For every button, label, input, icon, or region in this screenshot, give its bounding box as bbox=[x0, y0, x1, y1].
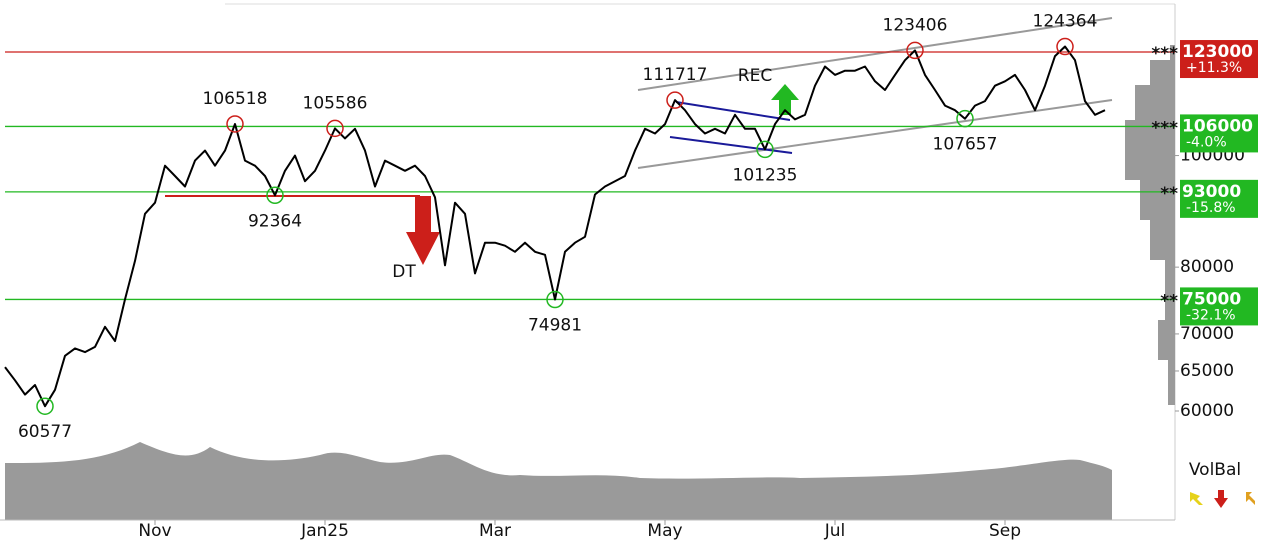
extreme-marker bbox=[756, 140, 774, 159]
level-stars: ** bbox=[1160, 184, 1178, 204]
dt-arrow bbox=[406, 196, 440, 265]
volume-profile bbox=[1125, 45, 1175, 405]
x-tick-label: May bbox=[647, 521, 682, 541]
extreme-marker bbox=[36, 397, 54, 415]
pattern-label: DT bbox=[392, 262, 416, 282]
x-tick-label: Mar bbox=[479, 521, 511, 541]
level-box bbox=[1180, 179, 1258, 218]
indicator-label: VolBal bbox=[1189, 460, 1241, 480]
icon bbox=[1214, 490, 1228, 508]
channel-lower bbox=[637, 99, 1113, 169]
extreme-label: 123406 bbox=[883, 15, 948, 35]
extreme-label: 105586 bbox=[303, 93, 368, 113]
extreme-label: 107657 bbox=[933, 135, 998, 155]
level-box bbox=[1180, 40, 1258, 79]
y-tick-label: 65000 bbox=[1180, 361, 1234, 381]
y-tick-label: 70000 bbox=[1180, 324, 1234, 344]
icon bbox=[1190, 492, 1203, 505]
pattern-label: REC bbox=[738, 66, 772, 86]
y-tick-label: 60000 bbox=[1180, 401, 1234, 421]
rec-arrow bbox=[771, 84, 799, 115]
extreme-marker bbox=[906, 41, 924, 60]
extreme-marker bbox=[326, 119, 344, 138]
extreme-marker bbox=[956, 109, 974, 128]
level-stars: *** bbox=[1151, 44, 1178, 64]
x-tick-label: Jan25 bbox=[300, 521, 349, 541]
extreme-marker bbox=[1056, 37, 1074, 56]
extreme-marker bbox=[226, 115, 244, 133]
icon bbox=[1246, 492, 1255, 505]
level-change: -32.1% bbox=[1186, 307, 1236, 323]
level-value: 106000 bbox=[1182, 116, 1253, 136]
level-box bbox=[1180, 114, 1258, 153]
extreme-label: 74981 bbox=[528, 316, 582, 336]
level-change: -4.0% bbox=[1186, 134, 1227, 150]
price-line bbox=[4, 45, 1106, 408]
level-value: 93000 bbox=[1182, 182, 1241, 202]
level-value: 75000 bbox=[1182, 289, 1241, 309]
level-stars: ** bbox=[1160, 291, 1178, 311]
y-tick-label: 80000 bbox=[1180, 257, 1234, 277]
flag-upper bbox=[675, 101, 791, 121]
x-tick-label: Sep bbox=[989, 521, 1021, 541]
extreme-label: 101235 bbox=[733, 165, 798, 185]
extreme-label: 60577 bbox=[18, 422, 72, 442]
extreme-marker bbox=[546, 290, 564, 309]
volume-area bbox=[5, 442, 1112, 520]
channel-upper bbox=[637, 17, 1113, 91]
flag-lower bbox=[669, 136, 793, 154]
extreme-marker bbox=[266, 186, 284, 205]
extreme-marker bbox=[666, 91, 684, 109]
extreme-label: 106518 bbox=[203, 89, 268, 109]
extreme-label: 92364 bbox=[248, 211, 302, 231]
x-tick-label: Jul bbox=[824, 521, 846, 541]
x-tick-label: Nov bbox=[138, 521, 171, 541]
extreme-label: 111717 bbox=[643, 65, 708, 85]
level-change: -15.8% bbox=[1186, 200, 1236, 216]
level-value: 123000 bbox=[1182, 42, 1253, 62]
level-box bbox=[1180, 287, 1258, 326]
level-change: +11.3% bbox=[1186, 60, 1242, 76]
level-stars: *** bbox=[1151, 118, 1178, 138]
extreme-label: 124364 bbox=[1033, 12, 1098, 32]
